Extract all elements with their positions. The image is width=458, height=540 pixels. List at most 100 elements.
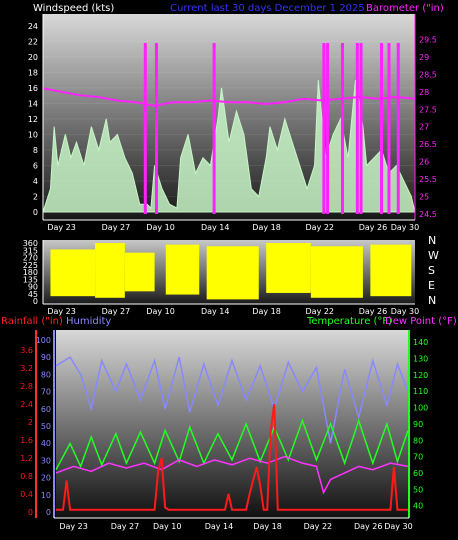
humidity-y-tick: 0 (46, 508, 51, 517)
direction-label-e: E (428, 279, 435, 292)
direction-x-tick: Day 10 (146, 307, 175, 316)
temp-x-tick: Day 27 (111, 522, 140, 531)
direction-band (206, 246, 259, 300)
temperature-y-tick: 70 (413, 453, 423, 462)
direction-y-tick: 0 (33, 297, 38, 306)
temperature-y-tick: 50 (413, 485, 423, 494)
direction-x-tick: Day 26 (359, 307, 388, 316)
rain-y-tick: 3.2 (20, 364, 33, 373)
temperature-line (55, 418, 409, 471)
barometer-y-tick: 25.5 (419, 175, 437, 184)
temp-panel-bg (56, 330, 408, 518)
direction-band (124, 252, 155, 292)
barometer-y-tick: 28 (419, 88, 429, 97)
direction-x-tick: Day 30 (391, 307, 420, 316)
rain-y-tick: 3.6 (20, 346, 33, 355)
wind-y-tick: 20 (28, 53, 38, 62)
barometer-y-tick: 29.5 (419, 35, 437, 44)
humidity-y-tick: 10 (41, 491, 51, 500)
temperature-y-tick: 40 (413, 502, 423, 511)
temperature-y-tick: 80 (413, 436, 423, 445)
wind-x-tick: Day 27 (102, 223, 131, 232)
wind-y-tick: 10 (28, 130, 38, 139)
wind-x-tick: Day 14 (201, 223, 230, 232)
humidity-y-tick: 50 (41, 422, 51, 431)
humidity-y-tick: 70 (41, 388, 51, 397)
chart-title: Current last 30 days December 1 2025 (170, 3, 365, 14)
direction-band (310, 246, 363, 298)
barometer-y-tick: 26 (419, 158, 429, 167)
barometer-y-tick: 27 (419, 123, 429, 132)
wind-y-tick: 12 (28, 115, 38, 124)
direction-band (50, 249, 96, 297)
temp-x-tick: Day 26 (354, 522, 383, 531)
wind-y-tick: 0 (33, 208, 38, 217)
direction-label-w: W (428, 249, 439, 262)
dew-point-line (55, 455, 409, 495)
direction-band (370, 244, 412, 297)
rain-y-tick: 0 (28, 508, 33, 517)
wind-layer (42, 42, 416, 214)
rain-y-tick: 0.8 (20, 472, 33, 481)
temp-x-tick: Day 23 (59, 522, 88, 531)
wind-y-tick: 16 (28, 84, 38, 93)
rain-y-tick: 0.4 (20, 490, 33, 499)
direction-y-tick: 90 (28, 283, 38, 292)
direction-x-tick: Day 23 (47, 307, 76, 316)
humidity-y-tick: 80 (41, 370, 51, 379)
temperature-y-tick: 110 (413, 387, 428, 396)
direction-y-tick: 45 (28, 290, 38, 299)
wind-y-tick: 24 (28, 22, 38, 31)
wind-x-tick: Day 22 (306, 223, 335, 232)
humidity-axis-label: Humidity (66, 316, 111, 327)
temperature-y-tick: 140 (413, 338, 428, 347)
direction-label-n-top: N (428, 234, 436, 247)
barometer-y-tick: 27.5 (419, 105, 437, 114)
barometer-y-tick: 29 (419, 53, 429, 62)
barometer-y-tick: 26.5 (419, 140, 437, 149)
wind-y-tick: 22 (28, 37, 38, 46)
direction-y-tick: 270 (23, 254, 38, 263)
dewpoint-axis-label: Dew Point (°F) (385, 316, 457, 327)
humidity-y-tick: 90 (41, 353, 51, 362)
direction-y-tick: 315 (23, 246, 38, 255)
temp-x-tick: Day 14 (205, 522, 234, 531)
barometer-y-tick: 25 (419, 193, 429, 202)
rain-y-tick: 1.6 (20, 436, 33, 445)
wind-x-tick: Day 10 (146, 223, 175, 232)
temperature-y-tick: 120 (413, 371, 428, 380)
direction-y-tick: 225 (23, 261, 38, 270)
barometer-y-tick: 24.5 (419, 210, 437, 219)
temp-x-tick: Day 22 (304, 522, 333, 531)
temperature-y-tick: 90 (413, 420, 423, 429)
wind-y-tick: 14 (28, 99, 38, 108)
humidity-y-tick: 20 (41, 474, 51, 483)
direction-band (95, 243, 125, 298)
direction-band (165, 244, 200, 295)
wind-y-tick: 6 (33, 161, 38, 170)
direction-y-tick: 135 (23, 275, 38, 284)
temp-x-tick: Day 30 (384, 522, 413, 531)
humidity-y-tick: 60 (41, 405, 51, 414)
wind-x-tick: Day 26 (359, 223, 388, 232)
direction-y-tick: 180 (23, 268, 38, 277)
temperature-axis-label: Temperature (°F) (306, 316, 392, 327)
direction-y-tick: 360 (23, 239, 38, 248)
temperature-y-tick: 60 (413, 469, 423, 478)
direction-label-s: S (428, 264, 435, 277)
wind-x-tick: Day 30 (391, 223, 420, 232)
barometer-axis-label: Barometer ("in) (366, 3, 444, 14)
humidity-y-tick: 30 (41, 456, 51, 465)
barometer-line (42, 87, 416, 107)
wind-y-tick: 18 (28, 68, 38, 77)
wind-y-tick: 8 (33, 146, 38, 155)
wind-axis-label: Windspeed (kts) (33, 3, 114, 14)
direction-band (266, 243, 311, 293)
rain-y-tick: 2.8 (20, 382, 33, 391)
temperature-layer: 0 0.4 0.8 1.2 1.6 2 2.4 2.8 3.2 3.6 0 10 20 30 40 50 60 7… (20, 336, 428, 531)
rain-y-tick: 2.4 (20, 400, 33, 409)
humidity-line (55, 356, 409, 444)
wind-x-tick: Day 18 (252, 223, 281, 232)
direction-x-tick: Day 27 (102, 307, 131, 316)
